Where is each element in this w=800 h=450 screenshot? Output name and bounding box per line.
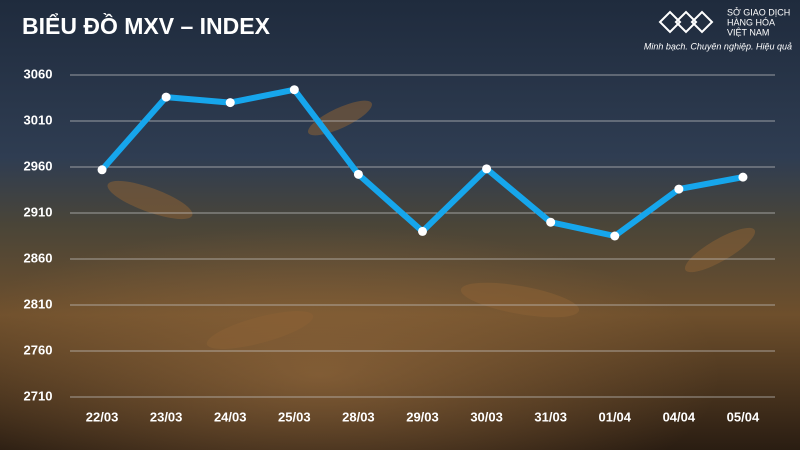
x-tick-label: 25/03 <box>278 409 311 424</box>
x-tick-label: 31/03 <box>534 409 567 424</box>
y-tick-label: 3060 <box>24 66 53 81</box>
x-tick-label: 28/03 <box>342 409 375 424</box>
x-tick-label: 29/03 <box>406 409 439 424</box>
x-tick-label: 04/04 <box>663 409 696 424</box>
logo <box>658 10 714 34</box>
point <box>546 217 556 227</box>
y-tick-label: 2810 <box>24 296 53 311</box>
point <box>418 226 427 236</box>
x-tick-label: 24/03 <box>214 409 247 424</box>
point <box>674 184 684 194</box>
x-tick-label: 30/03 <box>470 409 503 424</box>
brand-line: SỞ GIAO DỊCH <box>727 6 790 17</box>
point <box>353 169 363 179</box>
point <box>161 92 171 102</box>
y-tick-label: 2760 <box>24 342 53 357</box>
y-tick-label: 2860 <box>24 250 53 265</box>
y-tick-label: 2910 <box>24 204 53 219</box>
point <box>482 164 492 174</box>
chart-title: BIỂU ĐỒ MXV – INDEX <box>22 12 271 39</box>
tagline: Minh bạch. Chuyên nghiệp. Hiệu quả <box>644 41 792 51</box>
x-tick-label: 23/03 <box>150 409 183 424</box>
y-tick-label: 2960 <box>24 158 53 173</box>
point <box>97 165 107 175</box>
point <box>225 98 235 108</box>
x-tick-label: 05/04 <box>727 409 760 424</box>
brand-line: HÀNG HÓA <box>727 17 775 27</box>
x-tick-label: 22/03 <box>86 409 119 424</box>
y-tick-label: 3010 <box>24 112 53 127</box>
brand-line: VIỆT NAM <box>727 27 769 37</box>
point <box>738 172 748 182</box>
point <box>289 85 299 95</box>
point <box>610 231 620 241</box>
wheat-decoration <box>107 100 756 349</box>
x-tick-label: 01/04 <box>598 409 631 424</box>
y-tick-label: 2710 <box>24 388 53 403</box>
